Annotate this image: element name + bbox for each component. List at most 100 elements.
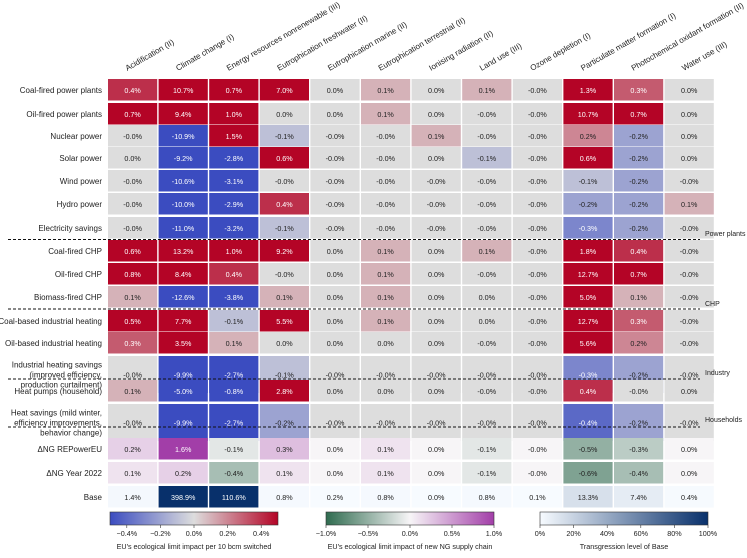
heatmap-cell	[512, 147, 562, 169]
heatmap-cell	[563, 286, 613, 308]
heatmap-cell	[310, 125, 360, 147]
cell-value-label: -0.0%	[680, 270, 699, 279]
cell-value-label: 0.1%	[124, 387, 141, 396]
heatmap-cell	[361, 380, 411, 402]
heatmap-cell	[664, 332, 714, 354]
heatmap-cell	[563, 217, 613, 239]
cell-value-label: 0.0%	[327, 110, 344, 119]
colorbar-tick-label: 0.2%	[219, 529, 236, 538]
cell-value-label: -3.2%	[224, 224, 243, 233]
cell-value-label: 0.1%	[681, 200, 698, 209]
heatmap-cell	[310, 217, 360, 239]
cell-value-label: -2.7%	[224, 371, 243, 380]
cell-value-label: -10.6%	[172, 177, 195, 186]
heatmap-cell	[512, 193, 562, 215]
cell-value-label: 1.0%	[226, 110, 243, 119]
heatmap-cell	[563, 103, 613, 125]
cell-value-label: 0.1%	[377, 445, 394, 454]
cell-value-label: -0.1%	[224, 317, 243, 326]
cell-value-label: -0.0%	[326, 371, 345, 380]
cell-value-label: -0.0%	[123, 371, 142, 380]
cell-value-label: -0.0%	[528, 339, 547, 348]
heatmap-cell	[664, 286, 714, 308]
cell-value-label: -12.6%	[172, 293, 195, 302]
cell-value-label: -0.6%	[579, 469, 598, 478]
cell-value-label: 0.7%	[630, 110, 647, 119]
heatmap-cell	[512, 438, 562, 460]
cell-value-label: -0.0%	[376, 200, 395, 209]
heatmap-cell	[462, 125, 512, 147]
heatmap-cell	[614, 286, 664, 308]
row-label: Coal-fired power plants	[20, 86, 102, 95]
heatmap-cell	[310, 286, 360, 308]
heatmap-cell	[614, 310, 664, 332]
cell-value-label: 0.0%	[681, 132, 698, 141]
heatmap-cell	[563, 404, 613, 441]
cell-value-label: -0.8%	[224, 387, 243, 396]
colorbar-tick-label: 0.5%	[444, 529, 461, 538]
heatmap-cell	[462, 380, 512, 402]
cell-value-label: -0.2%	[629, 419, 648, 428]
cell-value-label: 0.8%	[377, 493, 394, 502]
cell-value-label: -0.0%	[680, 224, 699, 233]
heatmap-cell	[614, 170, 664, 192]
heatmap-cell	[259, 462, 309, 484]
heatmap-cell	[462, 193, 512, 215]
heatmap-cell	[310, 147, 360, 169]
cell-value-label: -9.2%	[174, 154, 193, 163]
cell-value-label: -0.3%	[629, 445, 648, 454]
heatmap-cell	[563, 263, 613, 285]
cell-value-label: -0.0%	[275, 177, 294, 186]
cell-value-label: 0.0%	[327, 247, 344, 256]
heatmap-cell	[108, 462, 158, 484]
colorbar-tick-label: 100%	[699, 529, 718, 538]
cell-value-label: -0.0%	[427, 419, 446, 428]
cell-value-label: -0.3%	[579, 224, 598, 233]
heatmap-cell	[108, 147, 158, 169]
colorbar-tick-label: 0.0%	[402, 529, 419, 538]
cell-value-label: 0.7%	[226, 86, 243, 95]
heatmap-cell	[664, 404, 714, 441]
cell-value-label: -0.0%	[326, 132, 345, 141]
heatmap-cell	[259, 193, 309, 215]
heatmap-cell	[209, 286, 259, 308]
heatmap-cell	[512, 125, 562, 147]
heatmap-cell	[209, 240, 259, 262]
colorbar	[325, 511, 495, 526]
cell-value-label: 0.0%	[428, 445, 445, 454]
cell-value-label: -0.1%	[477, 469, 496, 478]
heatmap-cell	[259, 170, 309, 192]
heatmap-cell	[361, 240, 411, 262]
heatmap-cell	[108, 404, 158, 441]
heatmap-cell	[158, 438, 208, 460]
heatmap-cell	[462, 217, 512, 239]
cell-value-label: 0.0%	[327, 339, 344, 348]
cell-value-label: 7.0%	[276, 86, 293, 95]
heatmap-cell	[158, 404, 208, 441]
cell-value-label: 0.0%	[681, 154, 698, 163]
heatmap-cell	[462, 170, 512, 192]
cell-value-label: 398.9%	[171, 493, 196, 502]
heatmap-cell	[614, 438, 664, 460]
heatmap-cell	[310, 310, 360, 332]
cell-value-label: 1.6%	[175, 445, 192, 454]
cell-value-label: -0.0%	[477, 132, 496, 141]
heatmap-cell	[664, 438, 714, 460]
heatmap-cell	[209, 79, 259, 101]
cell-value-label: -0.0%	[528, 270, 547, 279]
heatmap-cell	[310, 404, 360, 441]
heatmap-cell	[563, 147, 613, 169]
heatmap-cell	[108, 263, 158, 285]
cell-value-label: 0.7%	[124, 110, 141, 119]
heatmap-cell	[108, 103, 158, 125]
cell-value-label: 1.4%	[124, 493, 141, 502]
cell-value-label: -0.0%	[376, 154, 395, 163]
cell-value-label: 0.1%	[276, 293, 293, 302]
heatmap-cell	[361, 486, 411, 508]
cell-value-label: 0.1%	[377, 86, 394, 95]
heatmap-cell	[310, 240, 360, 262]
heatmap-cell	[411, 286, 461, 308]
heatmap-cell	[310, 79, 360, 101]
colorbar-tick-label: −0.4%	[117, 529, 138, 538]
heatmap-cell	[259, 486, 309, 508]
